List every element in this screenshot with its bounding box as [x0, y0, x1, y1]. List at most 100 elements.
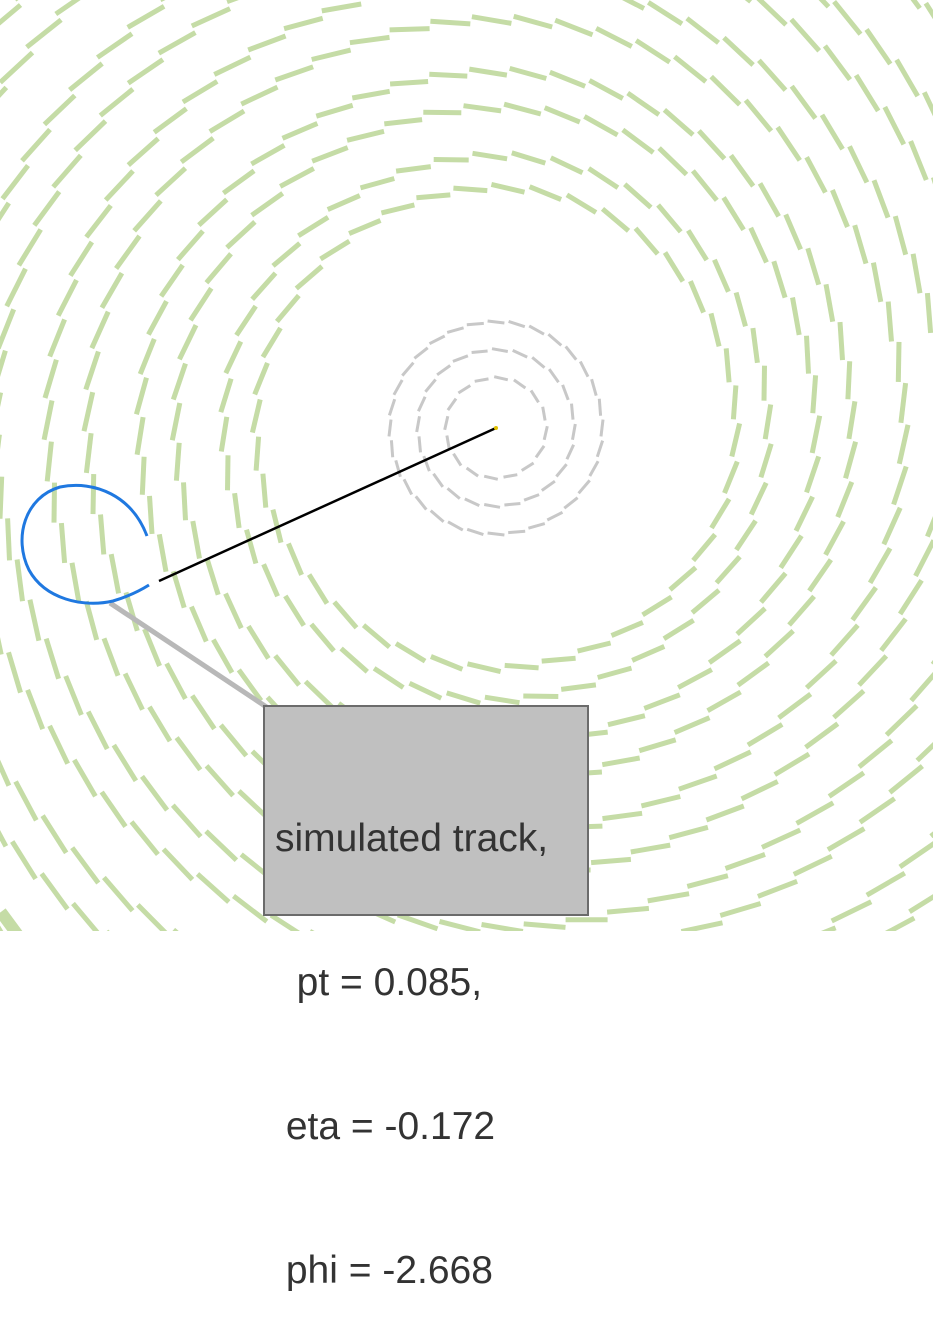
outer-module [888, 302, 891, 342]
track-connector-line [159, 428, 496, 581]
outer-module [850, 146, 867, 182]
outer-module [895, 216, 905, 255]
outer-module [608, 0, 644, 9]
pixel-module [419, 436, 421, 452]
outer-module [602, 758, 639, 765]
pixel-module [448, 488, 460, 498]
outer-module [578, 643, 611, 651]
outer-module [876, 918, 915, 931]
outer-module [807, 661, 836, 688]
outer-module [792, 86, 816, 118]
outer-module [505, 665, 539, 668]
outer-module [434, 160, 469, 161]
outer-module [236, 306, 255, 335]
pixel-module [434, 474, 443, 487]
label-line-phi: phi = -2.668 [275, 1247, 587, 1295]
outer-module [207, 558, 218, 594]
label-line-pt: pt = 0.085, [275, 959, 587, 1007]
pixel-module [529, 326, 544, 334]
pixel-module [524, 495, 539, 501]
outer-module [873, 263, 880, 302]
outer-module [50, 319, 65, 356]
outer-module [17, 560, 22, 602]
outer-module [138, 905, 169, 931]
outer-module [742, 782, 778, 799]
pixel-module [579, 480, 590, 493]
outer-module [114, 745, 136, 781]
outer-module [894, 0, 920, 8]
outer-module [807, 336, 809, 374]
outer-module [9, 652, 21, 692]
outer-module [623, 130, 654, 153]
pixel-module [488, 533, 505, 535]
pixel-module [522, 463, 534, 471]
outer-module [374, 668, 403, 687]
outer-module [70, 64, 103, 90]
outer-module [675, 718, 710, 733]
outer-module [176, 443, 179, 481]
outer-module [751, 228, 767, 263]
pixel-module [597, 441, 602, 457]
outer-module [644, 695, 680, 709]
pixel-module [484, 505, 500, 508]
outer-module [796, 497, 813, 531]
outer-module [732, 423, 740, 456]
outer-module [100, 89, 133, 116]
pixel-module [544, 426, 547, 440]
outer-module [334, 602, 356, 628]
pixel-module [572, 404, 574, 420]
pixel-module [467, 468, 479, 476]
simulated-track-curve[interactable] [22, 485, 149, 603]
outer-module [687, 876, 728, 887]
outer-module [693, 171, 717, 201]
outer-module [870, 548, 890, 583]
outer-module [825, 46, 850, 80]
pixel-module [548, 334, 561, 345]
pixel-module [454, 454, 462, 466]
outer-module [0, 351, 5, 391]
pixel-module [580, 362, 588, 377]
outer-module [102, 792, 126, 827]
pixel-module [416, 496, 427, 509]
outer-module [104, 878, 133, 911]
outer-module [126, 592, 137, 630]
outer-module [859, 740, 892, 767]
outer-module [0, 613, 1, 654]
outer-module [708, 692, 741, 711]
outer-module [154, 109, 186, 133]
outer-module [849, 401, 855, 439]
outer-module [322, 4, 361, 11]
outer-module [608, 716, 645, 725]
outer-module [797, 803, 834, 824]
outer-module [632, 646, 664, 660]
outer-module [807, 456, 819, 492]
outer-module [840, 322, 843, 360]
outer-module [193, 521, 200, 558]
outer-module [589, 168, 618, 187]
outer-module [390, 29, 430, 30]
pixel-module [417, 416, 420, 432]
outer-module [251, 145, 284, 164]
outer-module [70, 242, 92, 276]
outer-module [491, 184, 524, 192]
outer-module [712, 499, 730, 528]
outer-module [718, 0, 751, 2]
outer-module [0, 393, 1, 434]
outer-module [636, 228, 658, 254]
outer-module [381, 205, 414, 213]
outer-module [50, 726, 68, 764]
outer-module [793, 298, 800, 335]
outer-module [855, 225, 866, 263]
outer-module [791, 19, 819, 50]
outer-module [210, 111, 244, 132]
outer-module [512, 153, 546, 163]
outer-module [72, 848, 98, 883]
outer-module [241, 87, 277, 104]
pixel-module [465, 499, 480, 506]
outer-module [384, 120, 422, 124]
outer-module [283, 123, 318, 138]
outer-module [56, 0, 92, 14]
outer-module [910, 888, 933, 911]
outer-module [762, 830, 800, 847]
pixel-module [447, 436, 449, 450]
